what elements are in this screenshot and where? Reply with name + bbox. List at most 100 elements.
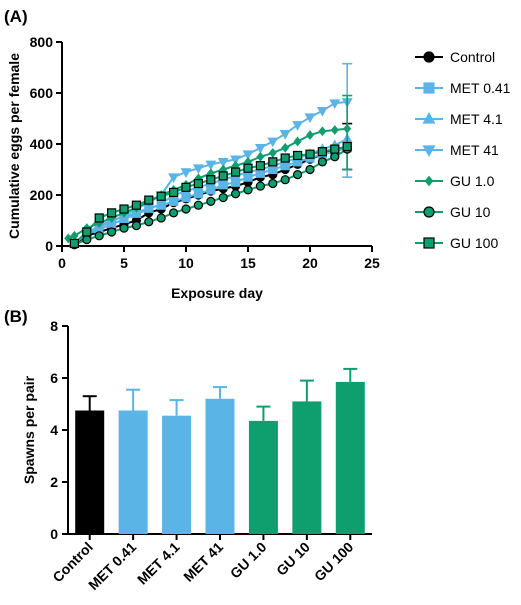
point-gu-100 — [169, 187, 179, 198]
point-gu-10 — [255, 181, 265, 191]
point-gu-100 — [181, 182, 191, 192]
legend-label-met-41: MET 41 — [450, 142, 499, 158]
point-met-41 — [304, 113, 316, 124]
point-gu-100 — [206, 175, 216, 185]
point-gu-1-0 — [343, 123, 352, 134]
point-gu-10 — [119, 223, 129, 233]
legend-label-gu-1-0: GU 1.0 — [450, 173, 495, 189]
legend-label-control: Control — [450, 49, 495, 65]
point-gu-10 — [193, 200, 203, 210]
point-gu-10 — [243, 185, 253, 195]
bar-control — [75, 410, 105, 534]
legend-label-gu-100: GU 100 — [450, 235, 498, 251]
panel-a-x-tick-label: 0 — [58, 255, 66, 271]
bar-group-met-41 — [205, 386, 235, 534]
legend-entry-met-4-1: MET 4.1 — [415, 111, 503, 127]
point-met-41 — [254, 144, 266, 154]
legend-entry-met-0-41: MET 0.41 — [415, 80, 511, 96]
bar-group-met-0-41 — [118, 388, 148, 534]
legend-marker-gu-1-0 — [424, 175, 434, 187]
point-gu-1-0 — [70, 230, 79, 241]
bar-group-control — [75, 395, 105, 534]
point-met-41 — [205, 160, 217, 171]
legend-marker-gu-10 — [423, 206, 435, 218]
point-gu-100 — [69, 238, 80, 249]
point-gu-10 — [280, 175, 290, 185]
point-gu-100 — [243, 163, 253, 173]
panel-a-y-tick-label: 400 — [30, 136, 54, 152]
point-gu-1-0 — [268, 148, 277, 158]
point-gu-100 — [342, 141, 352, 152]
point-met-41 — [217, 158, 229, 168]
bar-group-gu-100 — [335, 367, 365, 534]
point-gu-10 — [293, 170, 303, 180]
panel-a-label: (A) — [4, 7, 28, 26]
point-gu-100 — [231, 167, 241, 177]
point-gu-100 — [255, 161, 265, 171]
point-gu-100 — [94, 213, 104, 223]
point-met-41 — [292, 121, 304, 131]
panel-b-y-tick-label: 2 — [50, 474, 58, 490]
panel-a-y-tick-label: 200 — [30, 187, 54, 203]
panel-b-x-tick-label: MET 41 — [180, 539, 226, 585]
series-gu-10 — [69, 144, 352, 250]
legend-marker-gu-100 — [423, 237, 435, 249]
point-gu-10 — [131, 221, 141, 231]
panel-b-y-tick-label: 0 — [50, 526, 58, 542]
point-gu-10 — [94, 231, 104, 241]
point-gu-10 — [330, 152, 340, 162]
legend-marker-met-41 — [422, 145, 436, 157]
point-gu-100 — [218, 171, 228, 181]
point-gu-10 — [305, 164, 315, 175]
point-gu-10 — [106, 227, 117, 237]
panel-a-x-axis-title: Exposure day — [171, 285, 263, 301]
panel-a-y-axis-title: Cumulative eggs per female — [6, 53, 22, 239]
legend-entry-control: Control — [415, 49, 495, 65]
point-gu-10 — [169, 208, 179, 218]
point-gu-10 — [181, 204, 191, 214]
point-met-41 — [267, 137, 279, 148]
bar-met-0-41 — [118, 410, 148, 534]
legend-entry-gu-10: GU 10 — [415, 204, 491, 220]
bar-met-4-1 — [162, 415, 192, 534]
legend-marker-met-0-41 — [423, 82, 435, 94]
bar-gu-1-0 — [248, 420, 278, 534]
bar-group-gu-1-0 — [248, 405, 278, 534]
panel-a-x-tick-label: 20 — [302, 255, 318, 271]
panel-a-y-tick-label: 600 — [30, 85, 54, 101]
point-gu-100 — [106, 208, 117, 218]
point-gu-1-0 — [330, 125, 339, 135]
point-gu-100 — [330, 144, 340, 154]
panel-a-x-tick-label: 15 — [240, 255, 256, 271]
panel-a-x-tick-label: 5 — [120, 255, 128, 271]
point-met-41 — [242, 150, 254, 161]
series-gu-100 — [69, 141, 352, 249]
bar-gu-10 — [292, 401, 322, 534]
legend-entry-gu-100: GU 100 — [415, 235, 498, 251]
point-gu-10 — [317, 157, 327, 167]
legend-marker-met-4-1 — [422, 112, 436, 124]
panel-a-y-tick-label: 800 — [30, 34, 54, 50]
legend-label-met-0-41: MET 0.41 — [450, 80, 511, 96]
point-met-41 — [230, 155, 242, 166]
panel-b-x-tick-label: MET 4.1 — [134, 539, 183, 588]
point-met-41 — [329, 99, 341, 110]
bar-group-gu-10 — [292, 379, 322, 534]
legend-label-met-4-1: MET 4.1 — [450, 111, 503, 127]
point-gu-10 — [268, 178, 278, 189]
panel-b-y-tick-label: 8 — [50, 318, 58, 334]
point-gu-100 — [317, 147, 327, 157]
panel-b-y-axis-title: Spawns per pair — [21, 375, 37, 484]
bar-met-41 — [205, 398, 235, 534]
point-gu-100 — [305, 149, 315, 159]
panel-b-x-tick-label: GU 1.0 — [227, 539, 270, 582]
point-gu-100 — [156, 191, 166, 201]
point-gu-1-0 — [256, 151, 265, 162]
point-gu-100 — [193, 178, 203, 189]
panel-b-y-tick-label: 4 — [50, 422, 58, 438]
panel-a-x-tick-label: 10 — [178, 255, 194, 271]
point-gu-100 — [280, 153, 290, 163]
point-met-41 — [316, 107, 328, 117]
panel-a-y-tick-label: 0 — [45, 238, 53, 254]
